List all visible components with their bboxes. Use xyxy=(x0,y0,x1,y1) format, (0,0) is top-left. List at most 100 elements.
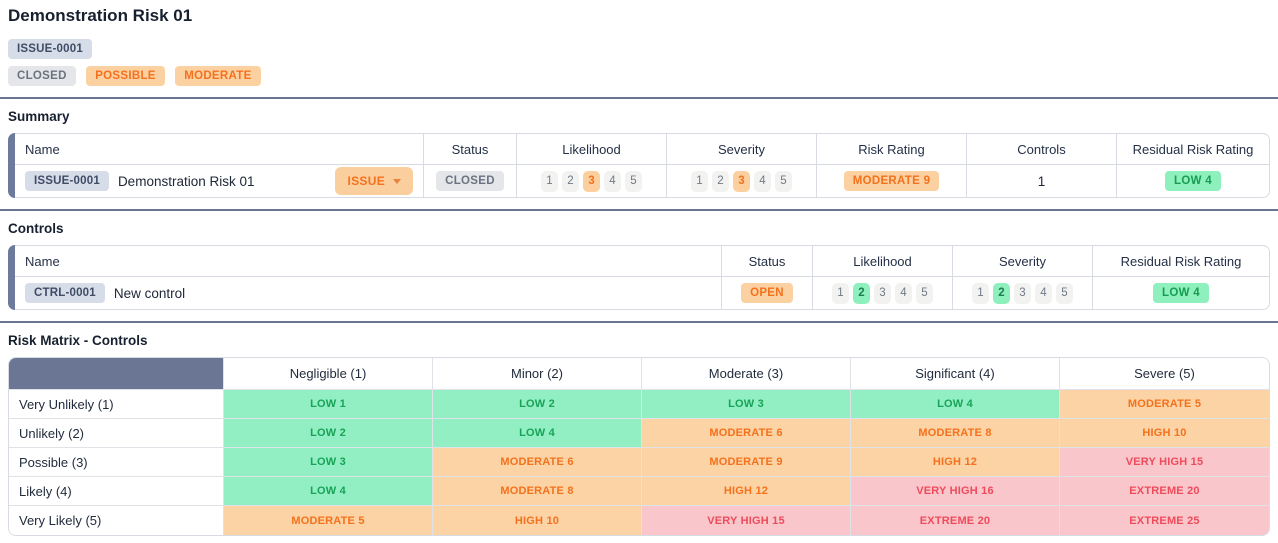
column-header-residual-risk-rating: Residual Risk Rating xyxy=(1132,141,1254,157)
status-badge-closed: CLOSED xyxy=(8,66,76,86)
column-header-status: Status xyxy=(424,134,517,164)
controls-heading: Controls xyxy=(8,221,64,236)
matrix-cell: MODERATE 9 xyxy=(642,448,851,477)
likelihood-pill-5[interactable]: 5 xyxy=(916,282,933,304)
section-divider xyxy=(0,97,1278,99)
issue-name: Demonstration Risk 01 xyxy=(117,173,255,189)
section-divider xyxy=(0,321,1278,323)
severity-pill-3[interactable]: 3 xyxy=(1014,282,1031,304)
matrix-cell: LOW 1 xyxy=(224,390,433,419)
column-header-name: Name xyxy=(15,134,424,164)
severity-pill-1[interactable]: 1 xyxy=(691,170,708,192)
severity-pill-2-selected[interactable]: 2 xyxy=(993,282,1010,304)
severity-pill-2[interactable]: 2 xyxy=(712,170,729,192)
summary-accent-bar xyxy=(8,133,15,198)
residual-risk-rating-badge: LOW 4 xyxy=(1165,171,1221,191)
severity-pill-4[interactable]: 4 xyxy=(1035,282,1052,304)
controls-count: 1 xyxy=(1037,173,1046,189)
risk-rating-badge: MODERATE 9 xyxy=(843,171,940,191)
matrix-cell: HIGH 10 xyxy=(1060,419,1269,448)
matrix-row-header-unlikely: Unlikely (2) xyxy=(9,419,224,448)
matrix-cell: LOW 4 xyxy=(851,390,1060,419)
control-likelihood-scale: 1 2 3 4 5 xyxy=(832,282,933,304)
summary-header-row: Name Status Likelihood Severity Risk Rat… xyxy=(15,134,1269,165)
matrix-cell: VERY HIGH 15 xyxy=(1060,448,1269,477)
severity-pill-3-selected[interactable]: 3 xyxy=(733,170,750,192)
matrix-row-header-very-unlikely: Very Unlikely (1) xyxy=(9,390,224,419)
matrix-cell: MODERATE 8 xyxy=(433,477,642,506)
matrix-cell: HIGH 10 xyxy=(433,506,642,535)
matrix-cell: HIGH 12 xyxy=(642,477,851,506)
likelihood-pill-3-selected[interactable]: 3 xyxy=(583,170,600,192)
column-header-status: Status xyxy=(722,246,813,276)
control-residual-risk-rating-badge: LOW 4 xyxy=(1153,283,1209,303)
column-header-risk-rating: Risk Rating xyxy=(817,134,967,164)
matrix-cell: MODERATE 6 xyxy=(642,419,851,448)
matrix-cell: MODERATE 5 xyxy=(224,506,433,535)
summary-data-row: ISSUE-0001 Demonstration Risk 01 ISSUE C… xyxy=(15,165,1269,197)
likelihood-pill-3[interactable]: 3 xyxy=(874,282,891,304)
control-status-badge: OPEN xyxy=(741,283,793,303)
column-header-name: Name xyxy=(15,246,722,276)
column-header-severity: Severity xyxy=(667,134,817,164)
summary-heading: Summary xyxy=(8,109,70,124)
matrix-cell: VERY HIGH 15 xyxy=(642,506,851,535)
summary-likelihood-scale: 1 2 3 4 5 xyxy=(541,170,642,192)
severity-pill-5[interactable]: 5 xyxy=(1056,282,1073,304)
status-badge-row: CLOSED POSSIBLE MODERATE xyxy=(8,66,1270,86)
matrix-cell: MODERATE 5 xyxy=(1060,390,1269,419)
issue-id-badge: ISSUE-0001 xyxy=(8,39,92,59)
issue-id-chip: ISSUE-0001 xyxy=(25,171,109,191)
matrix-cell: LOW 3 xyxy=(224,448,433,477)
controls-table: Name Status Likelihood Severity Residual… xyxy=(8,245,1270,310)
matrix-cell: EXTREME 20 xyxy=(851,506,1060,535)
matrix-cell: VERY HIGH 16 xyxy=(851,477,1060,506)
matrix-col-header-severe: Severe (5) xyxy=(1060,358,1269,390)
likelihood-pill-1[interactable]: 1 xyxy=(541,170,558,192)
column-header-likelihood: Likelihood xyxy=(813,246,953,276)
likelihood-pill-4[interactable]: 4 xyxy=(604,170,621,192)
severity-badge-moderate: MODERATE xyxy=(175,66,261,86)
summary-table: Name Status Likelihood Severity Risk Rat… xyxy=(8,133,1270,198)
severity-pill-1[interactable]: 1 xyxy=(972,282,989,304)
severity-pill-4[interactable]: 4 xyxy=(754,170,771,192)
likelihood-pill-2[interactable]: 2 xyxy=(562,170,579,192)
matrix-cell: EXTREME 20 xyxy=(1060,477,1269,506)
column-header-likelihood: Likelihood xyxy=(517,134,667,164)
likelihood-pill-4[interactable]: 4 xyxy=(895,282,912,304)
matrix-cell: HIGH 12 xyxy=(851,448,1060,477)
id-badge-row: ISSUE-0001 xyxy=(8,39,1270,59)
matrix-corner-cell xyxy=(9,358,224,390)
summary-severity-scale: 1 2 3 4 5 xyxy=(691,170,792,192)
matrix-cell: MODERATE 6 xyxy=(433,448,642,477)
likelihood-badge-possible: POSSIBLE xyxy=(86,66,165,86)
column-header-controls: Controls xyxy=(967,134,1117,164)
matrix-row-header-likely: Likely (4) xyxy=(9,477,224,506)
severity-pill-5[interactable]: 5 xyxy=(775,170,792,192)
matrix-col-header-significant: Significant (4) xyxy=(851,358,1060,390)
control-name: New control xyxy=(113,285,186,301)
matrix-cell: LOW 2 xyxy=(224,419,433,448)
matrix-row-header-possible: Possible (3) xyxy=(9,448,224,477)
matrix-cell: LOW 4 xyxy=(433,419,642,448)
matrix-row-header-very-likely: Very Likely (5) xyxy=(9,506,224,535)
controls-accent-bar xyxy=(8,245,15,310)
column-header-severity: Severity xyxy=(953,246,1093,276)
matrix-cell: LOW 4 xyxy=(224,477,433,506)
issue-type-label: ISSUE xyxy=(347,174,385,188)
matrix-col-header-negligible: Negligible (1) xyxy=(224,358,433,390)
likelihood-pill-5[interactable]: 5 xyxy=(625,170,642,192)
issue-type-dropdown[interactable]: ISSUE xyxy=(335,167,413,195)
risk-matrix: Negligible (1) Minor (2) Moderate (3) Si… xyxy=(8,357,1270,536)
likelihood-pill-2-selected[interactable]: 2 xyxy=(853,282,870,304)
likelihood-pill-1[interactable]: 1 xyxy=(832,282,849,304)
controls-header-row: Name Status Likelihood Severity Residual… xyxy=(15,246,1269,277)
control-severity-scale: 1 2 3 4 5 xyxy=(972,282,1073,304)
section-divider xyxy=(0,209,1278,211)
matrix-cell: LOW 2 xyxy=(433,390,642,419)
summary-status-badge: CLOSED xyxy=(436,171,504,191)
matrix-cell: LOW 3 xyxy=(642,390,851,419)
page-title: Demonstration Risk 01 xyxy=(8,6,193,25)
matrix-col-header-minor: Minor (2) xyxy=(433,358,642,390)
